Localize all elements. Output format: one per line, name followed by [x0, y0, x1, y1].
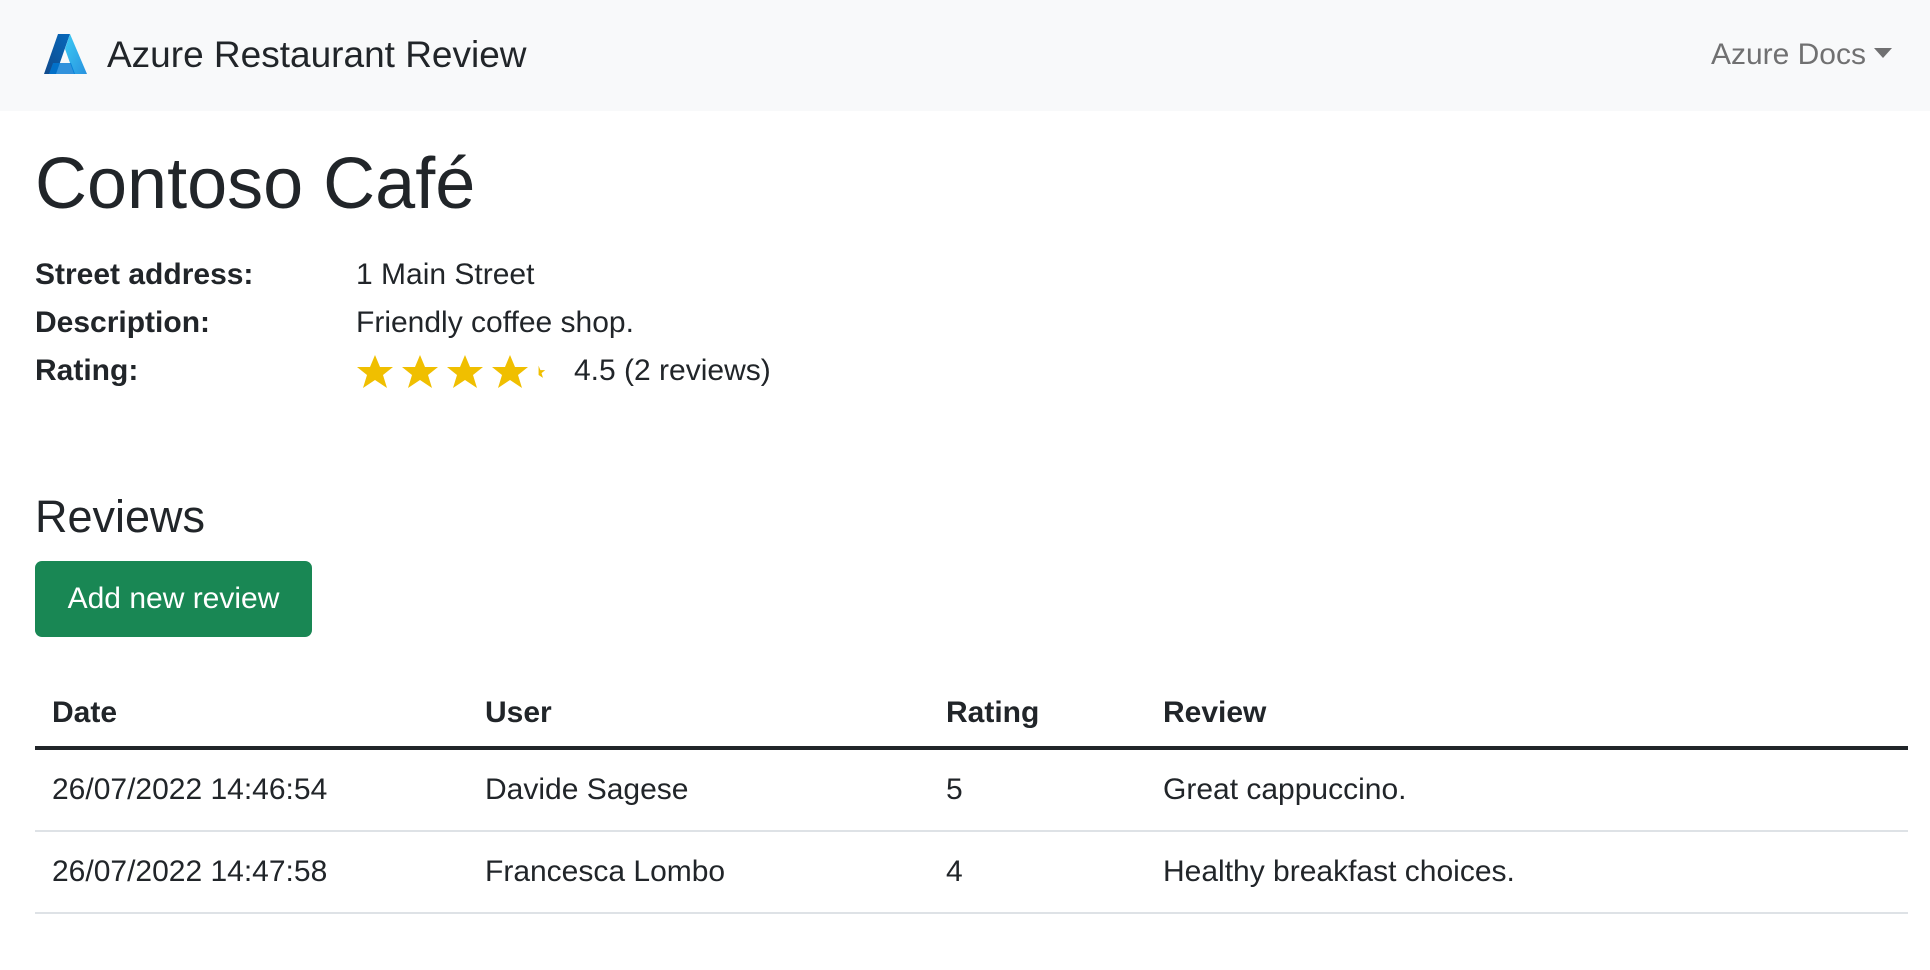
- azure-logo-icon[interactable]: [43, 33, 88, 75]
- star-half-icon: [538, 365, 546, 378]
- restaurant-name: Contoso Café: [35, 144, 476, 224]
- review-rating: 4: [929, 831, 1146, 914]
- brand-title[interactable]: Azure Restaurant Review: [107, 34, 527, 75]
- table-row: 26/07/2022 14:46:54 Davide Sagese 5 Grea…: [35, 748, 1908, 832]
- table-row: 26/07/2022 14:47:58 Francesca Lombo 4 He…: [35, 831, 1908, 914]
- azure-docs-label: Azure Docs: [1710, 38, 1866, 71]
- add-new-review-button[interactable]: Add new review: [35, 561, 312, 637]
- review-text: Great cappuccino.: [1146, 748, 1908, 832]
- column-header-user: User: [468, 680, 929, 750]
- column-header-review: Review: [1146, 680, 1908, 750]
- review-rating: 5: [929, 748, 1146, 832]
- description-label: Description:: [35, 306, 211, 339]
- navbar: Azure Restaurant Review Azure Docs: [0, 0, 1930, 111]
- azure-docs-dropdown[interactable]: Azure Docs: [1711, 38, 1892, 72]
- star-full-icon: [402, 355, 438, 389]
- review-date: 26/07/2022 14:47:58: [35, 831, 468, 914]
- reviews-table: Date User Rating Review 26/07/2022 14:46…: [35, 680, 1908, 914]
- address-value: 1 Main Street: [356, 258, 535, 291]
- star-full-icon: [492, 355, 528, 389]
- review-text: Healthy breakfast choices.: [1146, 831, 1908, 914]
- reviews-heading: Reviews: [35, 491, 206, 542]
- rating-text: 4.5 (2 reviews): [574, 354, 771, 387]
- review-user: Francesca Lombo: [468, 831, 929, 914]
- column-header-rating: Rating: [929, 680, 1146, 750]
- caret-down-icon: [1874, 48, 1892, 59]
- table-header-row: Date User Rating Review: [35, 680, 1908, 750]
- rating-label: Rating:: [35, 354, 139, 387]
- address-label: Street address:: [35, 258, 254, 291]
- rating-value-group: 4.5 (2 reviews): [356, 353, 771, 390]
- star-full-icon: [357, 355, 393, 389]
- review-date: 26/07/2022 14:46:54: [35, 748, 468, 832]
- star-full-icon: [447, 355, 483, 389]
- column-header-date: Date: [35, 680, 468, 750]
- rating-stars: [356, 354, 550, 390]
- review-user: Davide Sagese: [468, 748, 929, 832]
- description-value: Friendly coffee shop.: [356, 306, 634, 339]
